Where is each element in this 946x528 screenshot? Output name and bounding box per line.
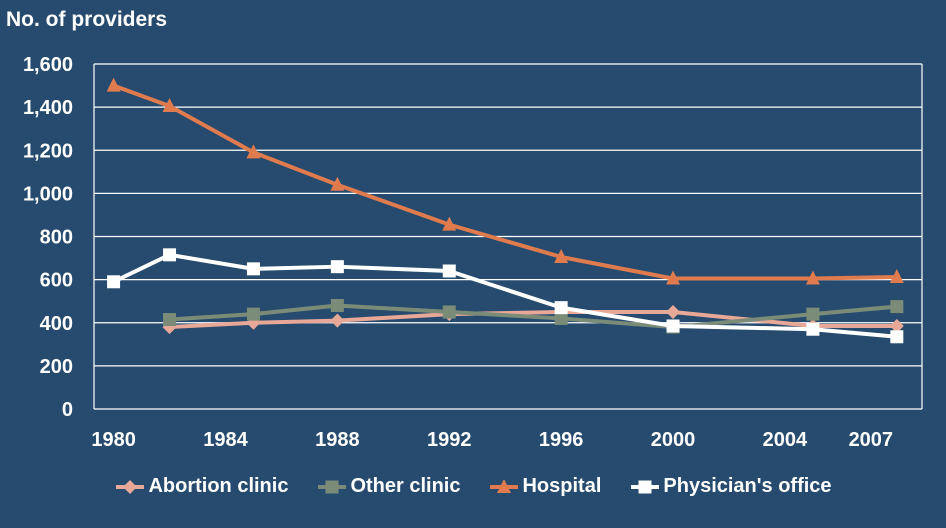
y-tick-label: 1,000 (23, 183, 73, 205)
data-point (330, 260, 344, 274)
data-point (554, 301, 568, 315)
series-line (169, 303, 898, 330)
series-line (112, 83, 897, 281)
legend-marker (123, 479, 138, 494)
legend-label: Abortion clinic (148, 475, 289, 497)
data-point (889, 269, 904, 284)
legend-item-physicians-office: Physician's office (629, 475, 832, 498)
legend-item-hospital: Hospital (488, 475, 601, 498)
legend-marker (497, 479, 512, 493)
legend-swatch-triangle-icon (490, 479, 519, 493)
legend-item-other-clinic: Other clinic (316, 475, 460, 498)
data-point (246, 144, 261, 159)
x-tick-label: 1996 (539, 429, 584, 451)
data-point (106, 77, 121, 92)
data-point (806, 322, 820, 336)
data-point (107, 275, 121, 289)
data-point (246, 262, 260, 276)
data-point (330, 313, 345, 328)
data-point (163, 248, 177, 262)
legend-item-abortion-clinic: Abortion clinic (114, 475, 288, 498)
legend-swatch-diamond-icon (116, 479, 145, 494)
gridlines (93, 63, 923, 410)
data-point (442, 305, 456, 319)
series-group (106, 77, 904, 344)
x-tick-label: 2004 (763, 429, 808, 451)
legend: Abortion clinic Other clinic Hospital Ph… (0, 475, 946, 498)
legend-swatch-square-icon (318, 480, 347, 493)
x-tick-label: 2000 (651, 429, 696, 451)
data-point (666, 270, 681, 285)
data-point (666, 319, 680, 333)
data-point (442, 216, 457, 231)
x-tick-label: 1984 (203, 429, 248, 451)
y-axis-title: No. of providers (6, 8, 168, 31)
legend-marker (638, 480, 652, 493)
data-point (442, 264, 456, 278)
data-point (806, 307, 820, 321)
data-point (890, 300, 904, 314)
data-point (889, 318, 904, 333)
x-tick-label: 1992 (427, 429, 472, 451)
data-point (554, 248, 569, 263)
data-point (330, 299, 344, 312)
x-tick-label: 1980 (91, 429, 136, 451)
y-axis-ticks: 0 200 400 600 800 1,000 1,200 1,400 1,600 (23, 54, 73, 421)
y-tick-label: 400 (40, 313, 73, 335)
y-tick-label: 1,600 (23, 54, 73, 76)
y-tick-label: 200 (40, 356, 73, 378)
data-point (330, 176, 345, 191)
series-physician-s-office (107, 248, 904, 344)
y-tick-label: 1,200 (23, 140, 73, 162)
y-tick-label: 0 (62, 399, 73, 421)
data-point (163, 313, 177, 327)
x-axis-ticks: 1980 1984 1988 1992 1996 2000 2004 2007 (91, 429, 893, 451)
legend-marker (325, 480, 339, 493)
series-line (169, 309, 897, 330)
data-point (666, 304, 681, 319)
y-tick-label: 800 (40, 227, 73, 249)
legend-label: Physician's office (663, 475, 832, 497)
data-point (554, 311, 568, 325)
data-point (890, 330, 904, 344)
x-tick-label: 2007 (849, 429, 894, 451)
data-point (246, 307, 260, 321)
legend-label: Hospital (522, 475, 602, 497)
legend-swatch-square-icon (631, 480, 660, 493)
data-point (805, 270, 820, 285)
y-tick-label: 1,400 (23, 97, 73, 119)
data-point (162, 98, 177, 113)
legend-label: Other clinic (350, 475, 461, 497)
x-tick-label: 1988 (315, 429, 360, 451)
series-hospital (106, 77, 904, 285)
y-tick-label: 600 (40, 270, 73, 292)
